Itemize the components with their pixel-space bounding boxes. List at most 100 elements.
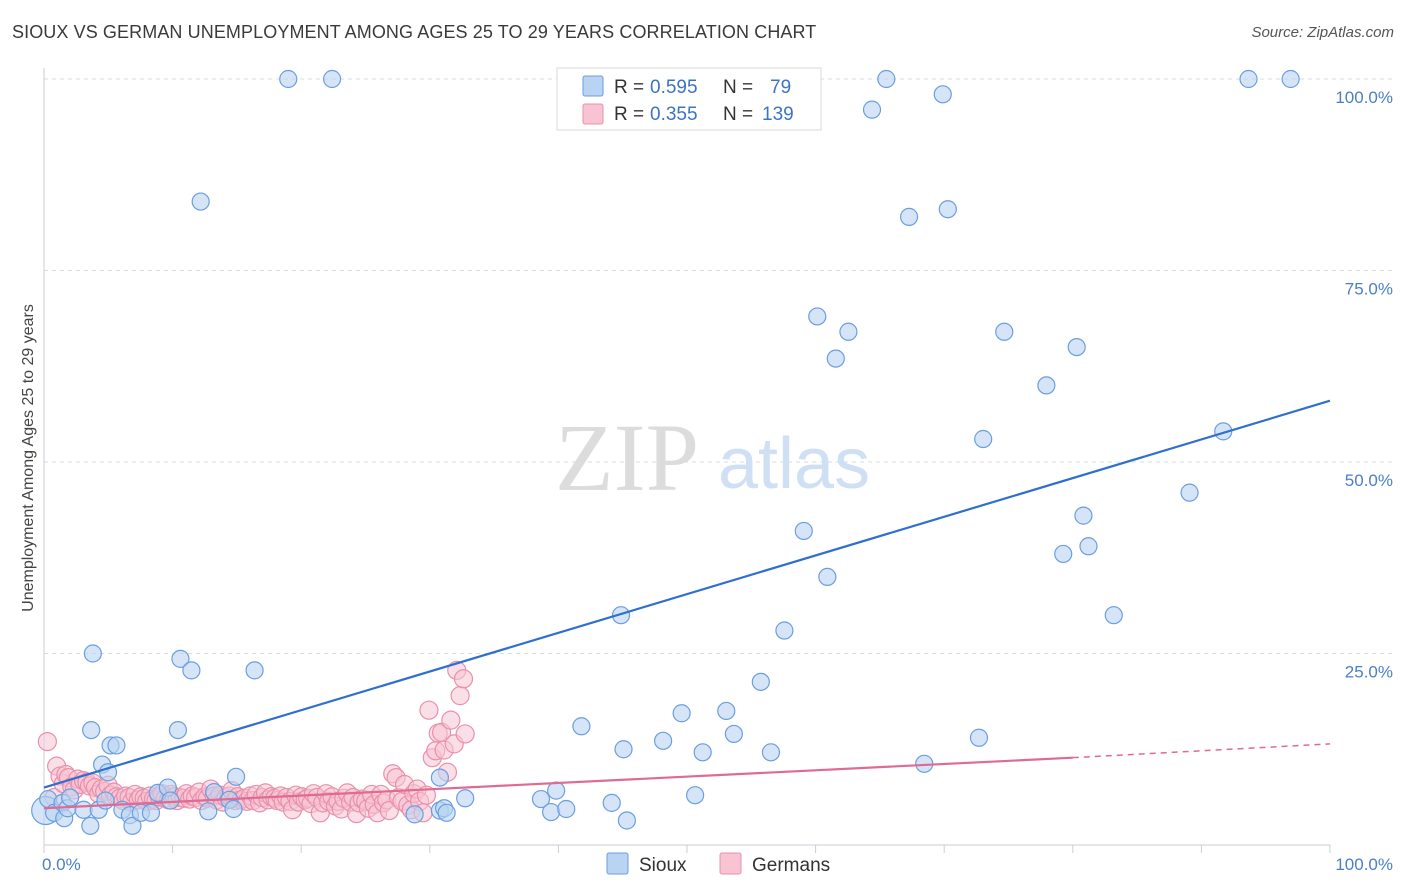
germans-point-136	[453, 669, 474, 689]
bottom-legend-label-sioux: Sioux	[639, 855, 687, 876]
legend-n-label-sioux: N =	[723, 77, 753, 98]
sioux-point-52	[654, 731, 673, 750]
sioux-point-27	[182, 661, 201, 680]
sioux-point-77	[1067, 338, 1086, 357]
sioux-point-65	[839, 322, 858, 341]
sioux-point-25	[168, 720, 188, 740]
sioux-point-59	[761, 743, 781, 762]
sioux-point-37	[405, 805, 424, 824]
sioux-point-75	[1037, 376, 1056, 395]
source-label: Source: ZipAtlas.com	[1251, 24, 1394, 41]
legend: R = 0.595 N = 79 R = 0.355 N = 139	[556, 67, 822, 131]
sioux-point-7	[74, 800, 93, 819]
sioux-point-56	[717, 701, 736, 721]
sioux-point-73	[974, 429, 993, 449]
sioux-point-48	[602, 793, 621, 812]
sioux-point-33	[224, 799, 243, 819]
sioux-point-21	[141, 803, 161, 822]
sioux-point-67	[877, 69, 896, 89]
sioux-point-34	[245, 661, 264, 680]
germans-point-125	[419, 700, 439, 720]
sioux-point-62	[808, 307, 827, 326]
chart-title: SIOUX VS GERMAN UNEMPLOYMENT AMONG AGES …	[12, 22, 817, 42]
sioux-point-49	[611, 606, 631, 625]
sioux-point-51	[617, 811, 636, 830]
sioux-point-44	[541, 802, 561, 822]
sioux-point-76	[1054, 544, 1073, 564]
sioux-point-64	[826, 349, 845, 368]
germans-point-135	[450, 686, 470, 706]
sioux-point-84	[1281, 69, 1300, 89]
grid-lines	[44, 78, 1395, 654]
sioux-point-60	[775, 621, 794, 640]
germans-point-137	[455, 724, 475, 744]
legend-n-value-germans: 139	[762, 104, 794, 125]
sioux-point-46	[557, 799, 576, 819]
legend-r-value-germans: 0.355	[650, 104, 698, 125]
bottom-legend-swatch-sioux	[606, 852, 629, 875]
sioux-point-50	[614, 740, 633, 759]
sioux-point-68	[899, 207, 919, 226]
sioux-point-74	[995, 322, 1014, 341]
y-axis-label: Unemployment Among Ages 25 to 29 years	[20, 304, 37, 612]
sioux-point-81	[1180, 483, 1199, 502]
sioux-point-47	[572, 717, 591, 736]
sioux-point-57	[724, 724, 743, 744]
y-tick-label-3: 100.0%	[1335, 88, 1393, 107]
sioux-point-72	[969, 728, 989, 747]
sioux-point-71	[938, 200, 957, 219]
y-tick-label-1: 50.0%	[1345, 471, 1393, 490]
sioux-point-78	[1074, 506, 1093, 525]
sioux-point-6	[61, 788, 80, 807]
germans-point-0	[37, 731, 57, 752]
germans-trend-line	[43, 756, 1073, 810]
sioux-point-58	[751, 672, 770, 691]
legend-r-value-sioux: 0.595	[650, 77, 698, 98]
sioux-point-70	[933, 85, 952, 104]
sioux-point-80	[1104, 606, 1123, 625]
bottom-legend-swatch-germans	[719, 852, 742, 875]
sioux-point-35	[279, 69, 298, 89]
watermark-zip: ZIP	[555, 404, 699, 511]
legend-n-label-germans: N =	[723, 104, 753, 125]
germans-trend-line-extension	[1072, 743, 1331, 759]
y-tick-label-2: 75.0%	[1345, 280, 1393, 299]
legend-r-label-germans: R =	[614, 104, 644, 125]
sioux-point-66	[862, 100, 882, 119]
sioux-point-36	[322, 69, 342, 89]
sioux-point-32	[226, 767, 246, 786]
sioux-point-41	[430, 768, 449, 787]
bottom-legend-label-germans: Germans	[752, 855, 830, 876]
sioux-point-43	[531, 789, 551, 809]
legend-swatch-sioux	[582, 75, 604, 97]
watermark: ZIP atlas	[555, 404, 870, 511]
legend-r-label-sioux: R =	[614, 77, 644, 98]
sioux-point-24	[161, 791, 180, 810]
sioux-point-26	[171, 649, 190, 668]
sioux-point-10	[83, 644, 102, 663]
sioux-point-28	[191, 192, 210, 211]
watermark-atlas: atlas	[718, 424, 870, 504]
sioux-point-61	[794, 521, 813, 541]
sioux-point-40	[437, 803, 456, 822]
axes	[43, 68, 1331, 853]
sioux-point-19	[123, 816, 142, 835]
sioux-point-9	[82, 720, 101, 740]
x-tick-label-0: 0.0%	[42, 855, 81, 874]
sioux-point-53	[672, 704, 691, 723]
trend-lines	[43, 399, 1331, 810]
x-tick-label-1: 100.0%	[1335, 855, 1393, 874]
sioux-point-45	[547, 781, 566, 800]
sioux-trend-line	[43, 399, 1331, 789]
sioux-point-16	[107, 736, 126, 755]
bottom-legend: Sioux Germans	[606, 852, 830, 876]
sioux-point-30	[205, 783, 224, 802]
sioux-point-29	[199, 802, 218, 821]
legend-n-value-sioux: 79	[770, 77, 791, 98]
germans-point-132	[441, 710, 461, 730]
sioux-point-8	[81, 816, 100, 835]
sioux-points	[31, 69, 1300, 835]
sioux-point-83	[1239, 69, 1258, 89]
sioux-point-63	[818, 567, 837, 587]
